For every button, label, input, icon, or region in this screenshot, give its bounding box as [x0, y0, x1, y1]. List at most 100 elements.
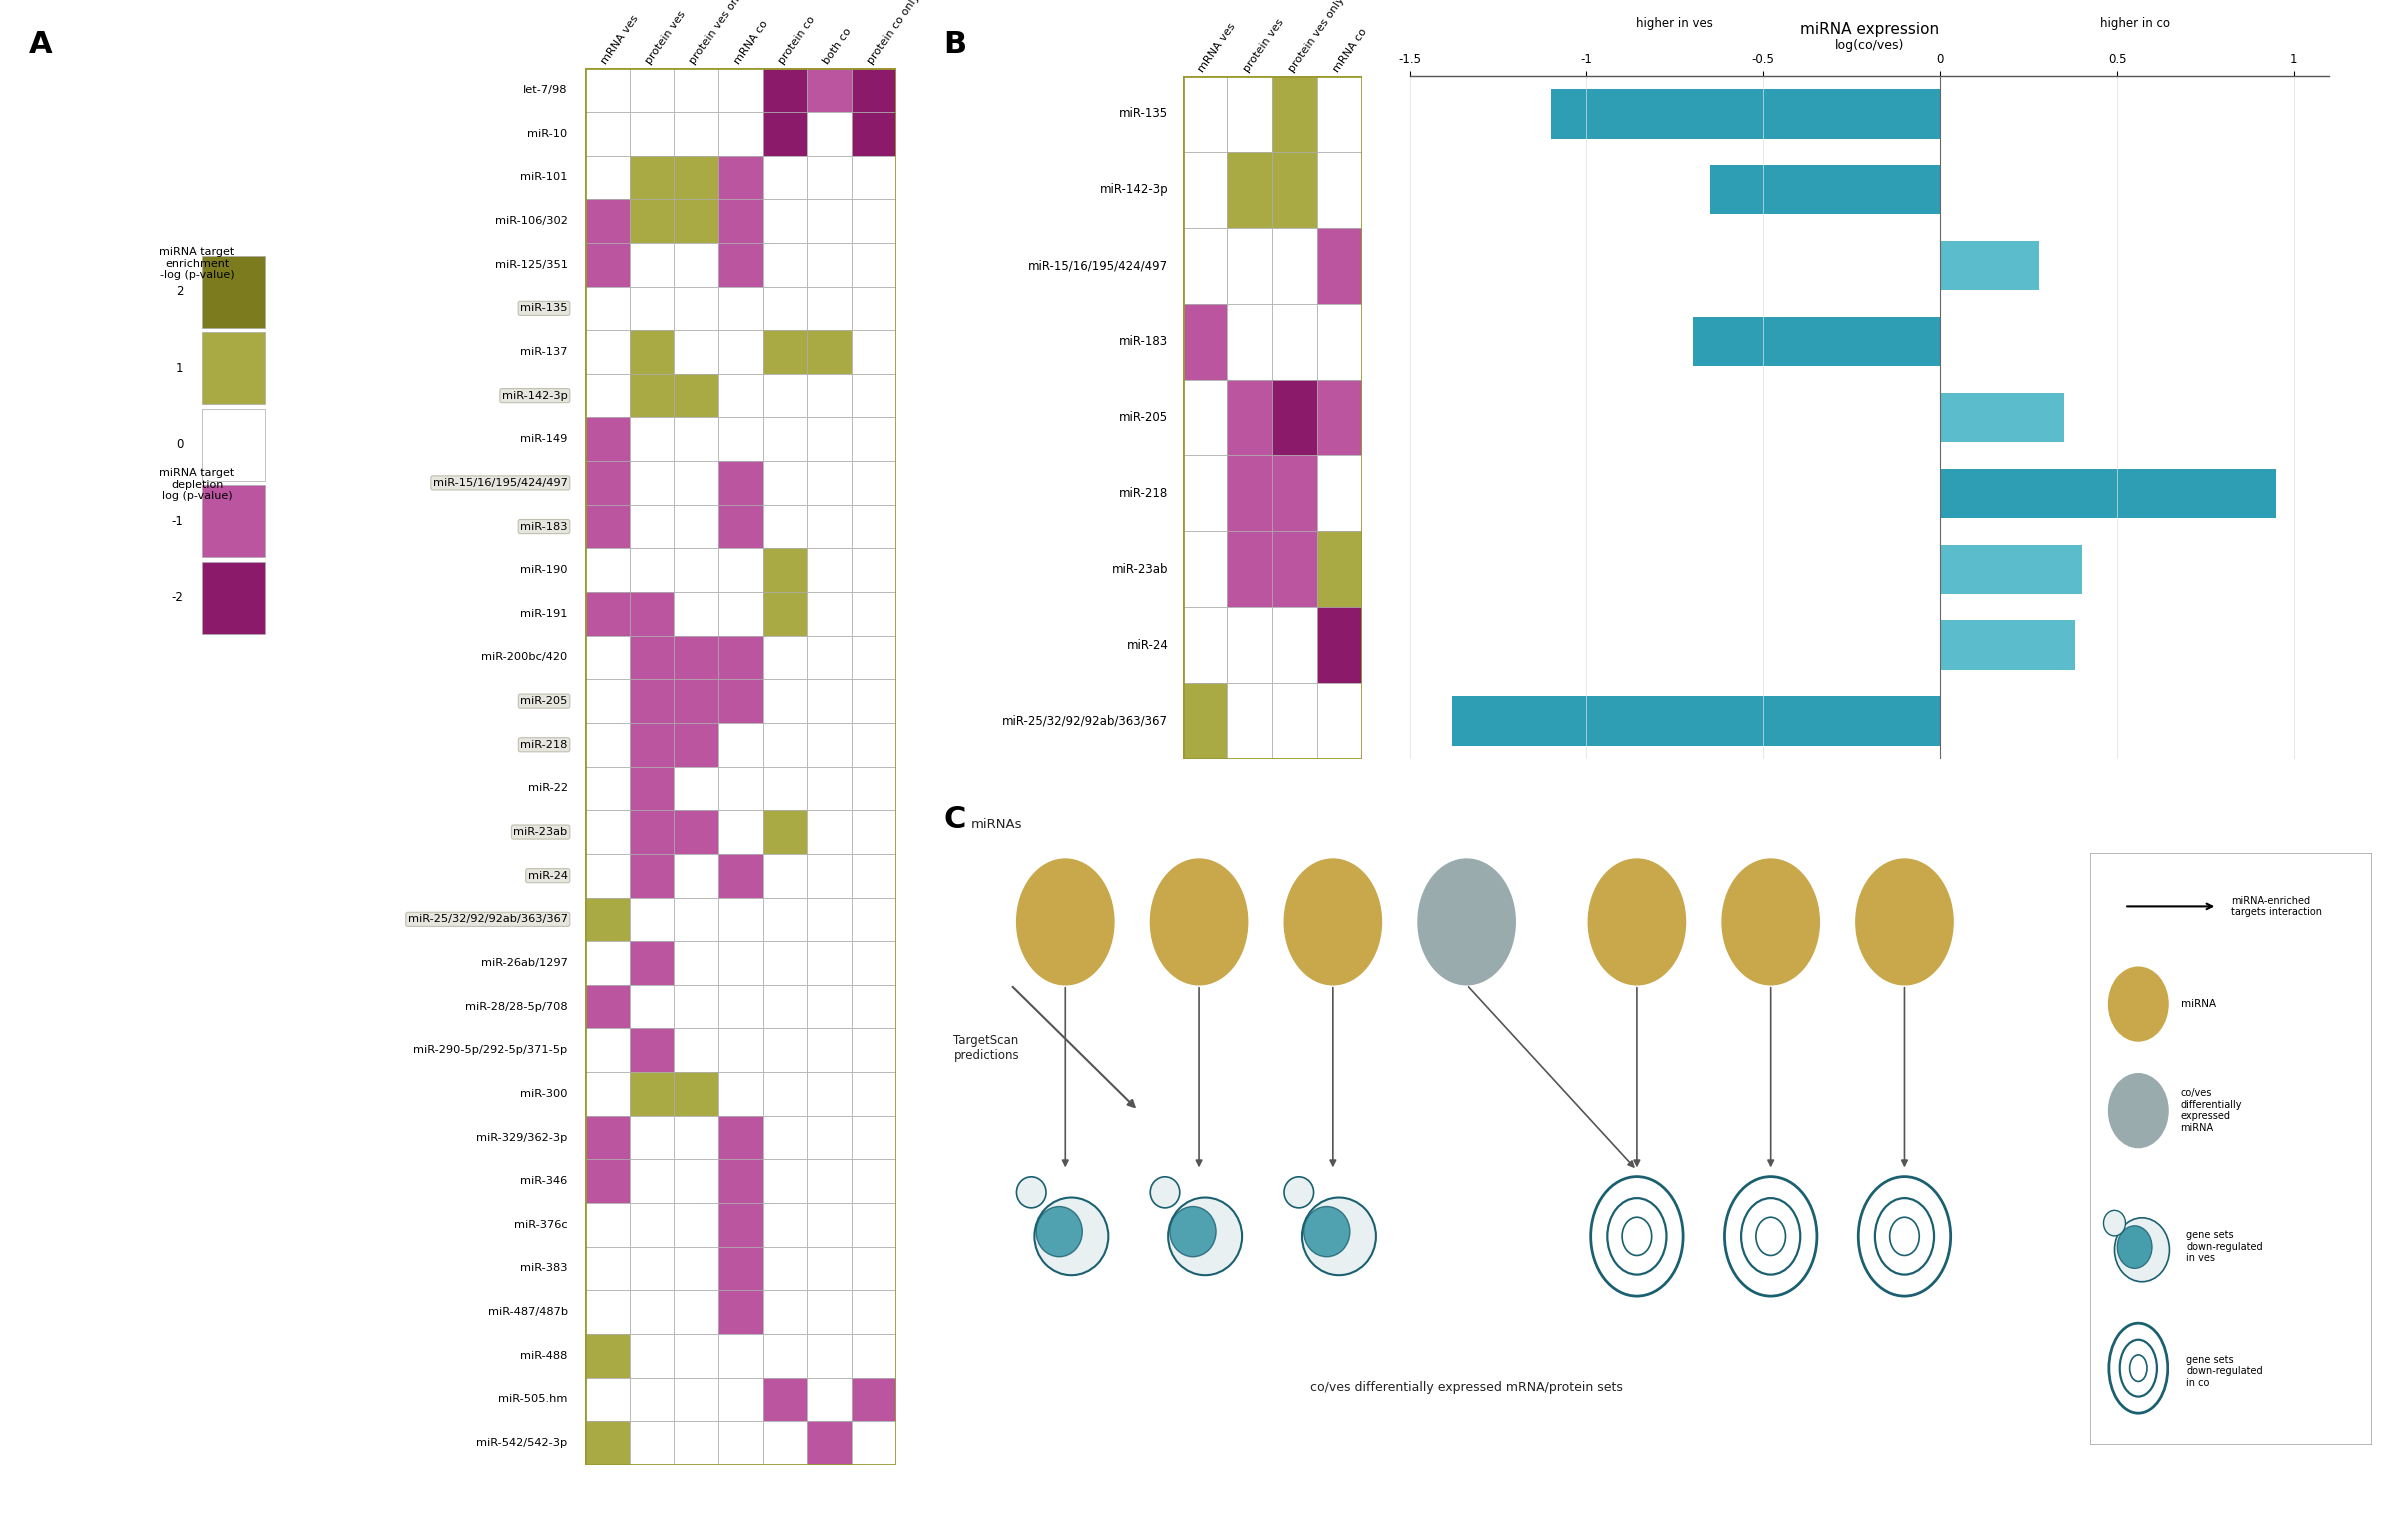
Bar [674, 1072, 719, 1116]
Bar [674, 504, 719, 548]
Bar [850, 504, 896, 548]
Bar [762, 461, 807, 504]
Bar [719, 636, 762, 679]
Ellipse shape [1149, 1176, 1180, 1208]
Ellipse shape [1304, 1207, 1350, 1257]
Bar [1940, 621, 2074, 669]
Text: 1: 1 [177, 361, 184, 375]
Bar [807, 373, 850, 417]
Bar [585, 1334, 631, 1377]
Text: mRNA co: mRNA co [1331, 26, 1369, 74]
Text: miR-487/487b: miR-487/487b [487, 1307, 569, 1318]
Ellipse shape [1302, 1198, 1376, 1275]
Bar [631, 329, 674, 373]
Text: miR-290-5p/292-5p/371-5p: miR-290-5p/292-5p/371-5p [413, 1046, 569, 1055]
Bar [1183, 76, 1228, 152]
Bar [585, 985, 631, 1028]
Bar [585, 941, 631, 985]
Bar [719, 1246, 762, 1290]
Bar [719, 985, 762, 1028]
Bar [1183, 152, 1228, 228]
Bar [674, 985, 719, 1028]
Bar [1316, 531, 1362, 607]
Bar [1691, 317, 1940, 366]
Bar [674, 1202, 719, 1246]
Text: miR-149: miR-149 [521, 434, 569, 445]
Bar [1228, 607, 1271, 683]
Text: mRNA co: mRNA co [733, 18, 769, 65]
Bar [807, 243, 850, 287]
Bar [850, 329, 896, 373]
Bar [631, 636, 674, 679]
Bar [850, 461, 896, 504]
Bar [762, 504, 807, 548]
Text: miR-142-3p: miR-142-3p [1099, 184, 1168, 196]
Bar [850, 1334, 896, 1377]
Bar [631, 199, 674, 243]
Bar [762, 199, 807, 243]
Text: miR-125/351: miR-125/351 [495, 260, 569, 270]
Ellipse shape [1171, 1207, 1216, 1257]
Text: miR-137: miR-137 [521, 348, 569, 357]
Bar [850, 548, 896, 592]
Bar [631, 112, 674, 155]
Bar [585, 112, 631, 155]
Text: miR-329/362-3p: miR-329/362-3p [475, 1132, 569, 1143]
Bar [1940, 545, 2081, 594]
Text: miR-28/28-5p/708: miR-28/28-5p/708 [466, 1002, 569, 1011]
Text: miR-24: miR-24 [1128, 639, 1168, 651]
Bar [719, 592, 762, 636]
Text: miR-205: miR-205 [521, 697, 569, 706]
Bar [762, 1290, 807, 1334]
Bar [807, 1377, 850, 1421]
Bar [674, 287, 719, 329]
Bar [762, 68, 807, 112]
Bar [631, 548, 674, 592]
Bar [762, 1334, 807, 1377]
Text: miR-25/32/92/92ab/363/367: miR-25/32/92/92ab/363/367 [409, 914, 569, 924]
Text: protein ves only: protein ves only [1285, 0, 1345, 74]
Bar [850, 155, 896, 199]
Text: miR-218: miR-218 [1118, 487, 1168, 499]
Bar [585, 287, 631, 329]
Bar [850, 592, 896, 636]
Bar [1183, 607, 1228, 683]
Bar [719, 1028, 762, 1072]
Bar [850, 1072, 896, 1116]
Bar [631, 417, 674, 461]
Text: B: B [944, 30, 968, 59]
Bar [585, 155, 631, 199]
Bar [762, 329, 807, 373]
Bar [1316, 76, 1362, 152]
Bar [719, 112, 762, 155]
Bar [585, 1290, 631, 1334]
Bar [585, 811, 631, 853]
Bar [674, 1377, 719, 1421]
Text: miR-200bc/420: miR-200bc/420 [483, 653, 569, 662]
Bar [1316, 380, 1362, 455]
Bar [631, 1028, 674, 1072]
Bar [850, 287, 896, 329]
Bar [1228, 531, 1271, 607]
Bar [674, 112, 719, 155]
Bar [1550, 90, 1940, 138]
Bar [762, 636, 807, 679]
Bar [674, 636, 719, 679]
Bar [585, 329, 631, 373]
Bar [585, 1072, 631, 1116]
Bar [1271, 531, 1316, 607]
Bar [674, 897, 719, 941]
Bar [674, 592, 719, 636]
Bar [807, 985, 850, 1028]
Bar [1183, 531, 1228, 607]
Bar [585, 1377, 631, 1421]
Text: miR-24: miR-24 [528, 871, 569, 880]
Bar [631, 985, 674, 1028]
Bar [762, 243, 807, 287]
Bar [807, 636, 850, 679]
Text: miR-542/542-3p: miR-542/542-3p [475, 1438, 569, 1448]
Bar [762, 941, 807, 985]
Bar [631, 679, 674, 723]
Bar [762, 1160, 807, 1202]
Bar [850, 112, 896, 155]
